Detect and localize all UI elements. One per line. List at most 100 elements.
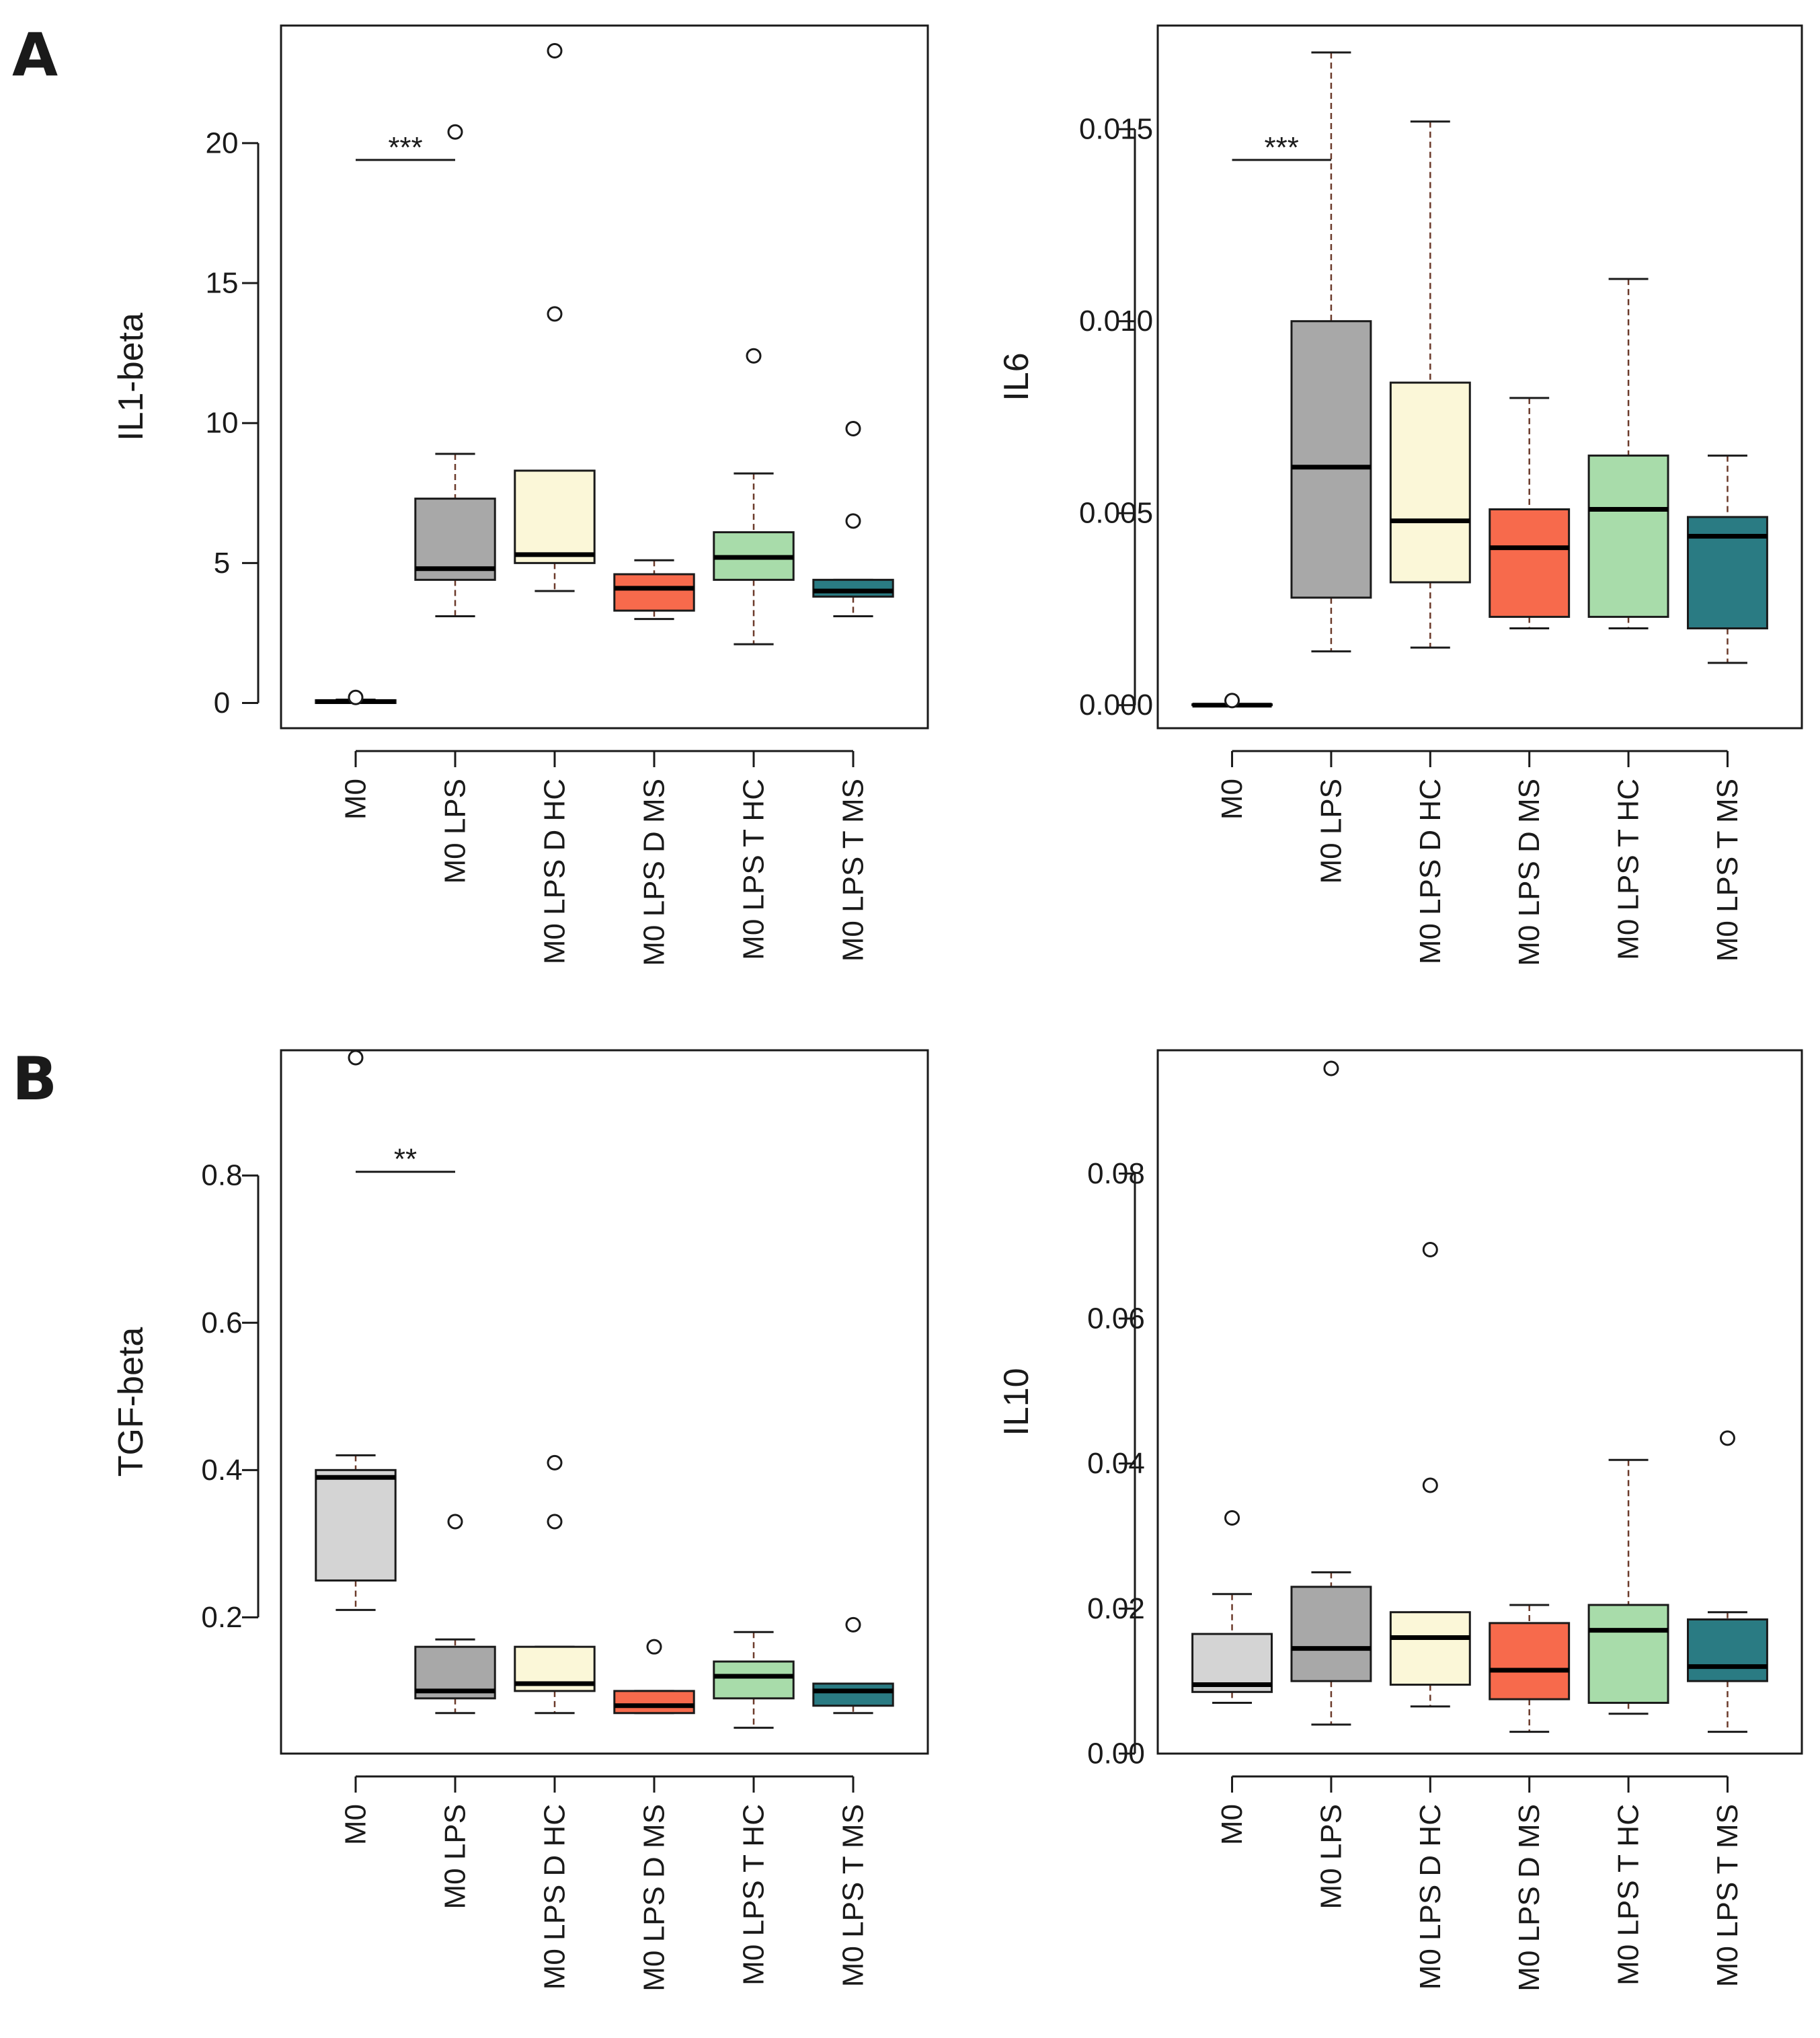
boxplot-2: 0.000 0.005 0.010 0.015 IL6 M0 M0 LPS M0 LPS D … <box>997 24 1803 966</box>
box-iqr <box>1687 516 1768 630</box>
y-axis-label: IL1-beta <box>112 313 151 441</box>
outlier-point <box>1422 1477 1438 1493</box>
y-tick-label: 15 <box>206 267 239 300</box>
box-2 <box>414 1638 496 1715</box>
box-5 <box>1587 1458 1669 1715</box>
category-label: M0 LPS D HC <box>1414 779 1447 964</box>
box-4 <box>613 559 695 621</box>
outlier-point <box>348 1050 364 1066</box>
box-iqr <box>613 1690 695 1715</box>
box-iqr <box>1587 1604 1669 1704</box>
box-2 <box>414 453 496 617</box>
category-label: M0 LPS T MS <box>1711 1804 1744 1987</box>
category-label: M0 <box>1216 779 1249 820</box>
box-iqr <box>812 578 894 598</box>
box-iqr <box>812 1682 894 1707</box>
outlier-point <box>1323 1060 1339 1076</box>
charts-layer: 0 5 10 15 20 IL1-beta M0 M0 LPS M0 LPS D HC M0 LP… <box>112 24 1803 1992</box>
category-label: M0 LPS T HC <box>1612 779 1645 960</box>
box-6 <box>1687 1611 1768 1733</box>
box-iqr <box>1587 455 1669 618</box>
y-tick-label: 0.005 <box>1079 497 1153 530</box>
significance-label: ** <box>394 1143 417 1176</box>
box-iqr <box>1389 381 1471 584</box>
boxplot-4: 0.00 0.02 0.04 0.06 0.08 IL10 M0 M0 LPS M0 LPS D… <box>997 1049 1803 1992</box>
box-iqr <box>315 1468 397 1582</box>
category-label: M0 LPS <box>439 779 472 884</box>
y-tick-label: 0.6 <box>201 1306 242 1339</box>
outlier-point <box>547 1454 563 1471</box>
outlier-point <box>746 348 762 364</box>
box-iqr <box>1389 1611 1471 1686</box>
category-label: M0 LPS D MS <box>638 1804 671 1992</box>
box-iqr <box>1687 1618 1768 1682</box>
y-tick-label: 0.2 <box>201 1601 242 1634</box>
y-axis-label: IL6 <box>997 352 1036 401</box>
category-label: M0 <box>340 779 372 820</box>
y-tick-label: 20 <box>206 126 239 159</box>
outlier-point <box>845 513 861 529</box>
box-2 <box>1290 51 1372 653</box>
box-iqr <box>1191 1633 1273 1693</box>
category-label: M0 LPS D MS <box>1513 779 1546 966</box>
box-4 <box>1489 1604 1571 1733</box>
box-3 <box>514 469 596 592</box>
y-tick-label: 0 <box>214 687 230 719</box>
y-axis-label: TGF-beta <box>112 1327 151 1477</box>
box-iqr <box>1489 508 1571 618</box>
box-1 <box>1191 1593 1273 1704</box>
plot-frame <box>280 24 929 730</box>
y-tick-label: 0.4 <box>201 1454 242 1487</box>
outlier-point <box>1719 1430 1735 1446</box>
box-5 <box>1587 278 1669 630</box>
boxplot-1: 0 5 10 15 20 IL1-beta M0 M0 LPS M0 LPS D HC M0 LP… <box>112 24 929 966</box>
box-6 <box>1687 455 1768 664</box>
y-tick-label: 0.02 <box>1087 1592 1145 1625</box>
outlier-point <box>845 421 861 437</box>
box-iqr <box>613 573 695 612</box>
category-label: M0 LPS T HC <box>1612 1804 1645 1986</box>
outlier-point <box>646 1639 662 1655</box>
category-label: M0 LPS T HC <box>738 779 770 960</box>
box-4 <box>613 1690 695 1715</box>
box-iqr <box>1489 1622 1571 1700</box>
y-tick-label: 0.8 <box>201 1159 242 1192</box>
y-tick-label: 0.010 <box>1079 305 1153 338</box>
category-label: M0 LPS <box>1314 779 1347 884</box>
box-2 <box>1290 1571 1372 1726</box>
category-label: M0 <box>340 1804 372 1845</box>
outlier-point <box>547 306 563 322</box>
plot-frame <box>1156 1049 1803 1755</box>
box-3 <box>1389 1611 1471 1708</box>
category-label: M0 LPS D MS <box>638 779 671 966</box>
category-label: M0 <box>1216 1804 1249 1845</box>
category-label: M0 LPS <box>439 1804 472 1910</box>
category-label: M0 LPS D HC <box>539 1804 571 1990</box>
panel-letter-b: B <box>12 1044 57 1113</box>
outlier-point <box>348 689 364 705</box>
box-iqr <box>713 1660 795 1700</box>
y-axis-label: IL10 <box>997 1368 1036 1436</box>
plot-frame <box>1156 24 1803 730</box>
outlier-point <box>845 1616 861 1633</box>
category-label: M0 LPS T MS <box>1711 779 1744 962</box>
category-label: M0 LPS <box>1314 1804 1347 1910</box>
y-tick-label: 0.04 <box>1087 1447 1145 1480</box>
y-tick-label: 0.000 <box>1079 689 1153 721</box>
y-tick-label: 0.015 <box>1079 113 1153 146</box>
category-label: M0 LPS T MS <box>837 1804 870 1987</box>
panel-letter-a: A <box>12 20 58 89</box>
category-label: M0 LPS T MS <box>837 779 870 962</box>
box-3 <box>1389 120 1471 649</box>
category-label: M0 LPS D HC <box>539 779 571 964</box>
outlier-point <box>1224 693 1240 709</box>
outlier-point <box>547 1514 563 1530</box>
outlier-point <box>447 124 463 140</box>
plot-frame <box>280 1049 929 1755</box>
outlier-point <box>547 42 563 58</box>
category-label: M0 LPS T HC <box>738 1804 770 1986</box>
box-1 <box>315 1454 397 1611</box>
box-5 <box>713 1631 795 1729</box>
outlier-point <box>1422 1242 1438 1258</box>
